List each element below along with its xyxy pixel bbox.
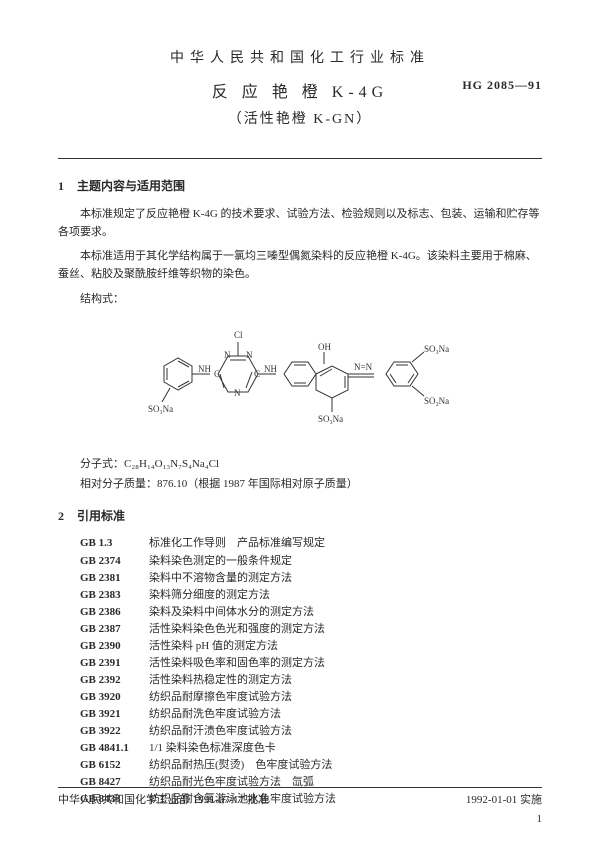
reference-code: GB 2386 [80, 604, 138, 621]
reference-code: GB 3922 [80, 723, 138, 740]
title-sub: （活性艳橙 K-GN） [58, 109, 542, 130]
header-divider [58, 158, 542, 159]
label-azo: N=N [354, 362, 373, 372]
mass-value: 876.10（根据 1987 年国际相对原子质量） [157, 478, 358, 490]
page-number: 1 [58, 811, 542, 828]
reference-text: 标准化工作导则 产品标准编写规定 [138, 537, 325, 549]
formula-label: 分子式： [80, 458, 124, 470]
reference-code: GB 6152 [80, 757, 138, 774]
reference-code: GB 1.3 [80, 535, 138, 552]
reference-row: GB 2386 染料及染料中间体水分的测定方法 [80, 604, 542, 621]
reference-row: GB 6152 纺织品耐热压(熨烫) 色牢度试验方法 [80, 757, 542, 774]
reference-row: GB 2387 活性染料染色色光和强度的测定方法 [80, 621, 542, 638]
reference-row: GB 4841.1 1/1 染料染色标准深度色卡 [80, 740, 542, 757]
section-1-title: 主题内容与适用范围 [77, 179, 185, 193]
reference-text: 活性染料 pH 值的测定方法 [138, 640, 278, 652]
label-so3na: SO₃Na [424, 396, 449, 406]
label-n: N [234, 388, 241, 398]
reference-code: GB 3920 [80, 689, 138, 706]
label-c: C [214, 369, 220, 379]
reference-code: GB 2392 [80, 672, 138, 689]
reference-row: GB 2381 染料中不溶物含量的测定方法 [80, 570, 542, 587]
label-cl: Cl [234, 330, 243, 340]
effective-text: 1992-01-01 实施 [466, 792, 542, 809]
label-nh: NH [264, 364, 277, 374]
label-n: N [224, 350, 231, 360]
reference-list: GB 1.3 标准化工作导则 产品标准编写规定GB 2374 染料染色测定的一般… [80, 535, 542, 808]
reference-text: 染料染色测定的一般条件规定 [138, 555, 292, 567]
reference-code: GB 2391 [80, 655, 138, 672]
section-1-para-1: 本标准规定了反应艳橙 K-4G 的技术要求、试验方法、检验规则以及标志、包装、运… [58, 205, 542, 241]
reference-text: 活性染料吸色率和固色率的测定方法 [138, 657, 325, 669]
formula-value: C₂₈H₁₄O₁₃N₇S₄Na₄Cl [124, 458, 219, 470]
reference-text: 纺织品耐洗色牢度试验方法 [138, 708, 281, 720]
label-so3na: SO₃Na [148, 404, 173, 414]
reference-code: GB 2390 [80, 638, 138, 655]
reference-text: 纺织品耐热压(熨烫) 色牢度试验方法 [138, 759, 332, 771]
reference-text: 纺织品耐摩擦色牢度试验方法 [138, 691, 292, 703]
document-header: 中华人民共和国化工行业标准 HG 2085—91 反 应 艳 橙 K-4G （活… [58, 48, 542, 130]
molecular-formula: 分子式：C₂₈H₁₄O₁₃N₇S₄Na₄Cl [58, 455, 542, 473]
section-2-title: 引用标准 [77, 509, 125, 523]
reference-code: GB 4841.1 [80, 740, 138, 757]
label-nh: NH [198, 364, 211, 374]
reference-text: 染料及染料中间体水分的测定方法 [138, 606, 314, 618]
reference-row: GB 1.3 标准化工作导则 产品标准编写规定 [80, 535, 542, 552]
label-oh: OH [318, 342, 331, 352]
molecular-mass: 相对分子质量：876.10（根据 1987 年国际相对原子质量） [58, 475, 542, 493]
approval-text: 中华人民共和国化学工业部 1991-07-17 批准 [58, 792, 269, 809]
section-2-heading: 2 引用标准 [58, 507, 542, 525]
reference-text: 活性染料热稳定性的测定方法 [138, 674, 292, 686]
section-1-para-2: 本标准适用于其化学结构属于一氯均三嗪型偶氮染料的反应艳橙 K-4G。该染料主要用… [58, 247, 542, 283]
page-footer: 中华人民共和国化学工业部 1991-07-17 批准 1992-01-01 实施… [58, 787, 542, 827]
label-so3na: SO₃Na [424, 344, 449, 354]
reference-row: GB 3921 纺织品耐洗色牢度试验方法 [80, 706, 542, 723]
reference-code: GB 2387 [80, 621, 138, 638]
reference-text: 染料中不溶物含量的测定方法 [138, 572, 292, 584]
label-n: N [246, 350, 253, 360]
reference-code: GB 2383 [80, 587, 138, 604]
structure-label: 结构式： [58, 290, 542, 308]
section-1-num: 1 [58, 177, 74, 195]
reference-row: GB 2383 染料筛分细度的测定方法 [80, 587, 542, 604]
issuing-org: 中华人民共和国化工行业标准 [58, 48, 542, 69]
label-c: C [254, 369, 260, 379]
reference-row: GB 2390 活性染料 pH 值的测定方法 [80, 638, 542, 655]
mass-label: 相对分子质量： [80, 478, 157, 490]
reference-row: GB 3920 纺织品耐摩擦色牢度试验方法 [80, 689, 542, 706]
reference-row: GB 2392 活性染料热稳定性的测定方法 [80, 672, 542, 689]
reference-code: GB 2381 [80, 570, 138, 587]
reference-row: GB 2374 染料染色测定的一般条件规定 [80, 553, 542, 570]
reference-row: GB 2391 活性染料吸色率和固色率的测定方法 [80, 655, 542, 672]
reference-code: GB 2374 [80, 553, 138, 570]
reference-row: GB 3922 纺织品耐汗渍色牢度试验方法 [80, 723, 542, 740]
reference-code: GB 3921 [80, 706, 138, 723]
chemical-structure: Cl N N C C N NH NH OH SO₃Na SO₃Na SO₃Na … [58, 312, 542, 448]
reference-text: 纺织品耐汗渍色牢度试验方法 [138, 725, 292, 737]
section-1-heading: 1 主题内容与适用范围 [58, 177, 542, 195]
footer-divider [58, 787, 542, 788]
reference-text: 活性染料染色色光和强度的测定方法 [138, 623, 325, 635]
reference-text: 染料筛分细度的测定方法 [138, 589, 270, 601]
reference-text: 1/1 染料染色标准深度色卡 [138, 742, 276, 754]
label-so3na: SO₃Na [318, 414, 343, 424]
section-2-num: 2 [58, 507, 74, 525]
standard-code: HG 2085—91 [462, 76, 542, 94]
